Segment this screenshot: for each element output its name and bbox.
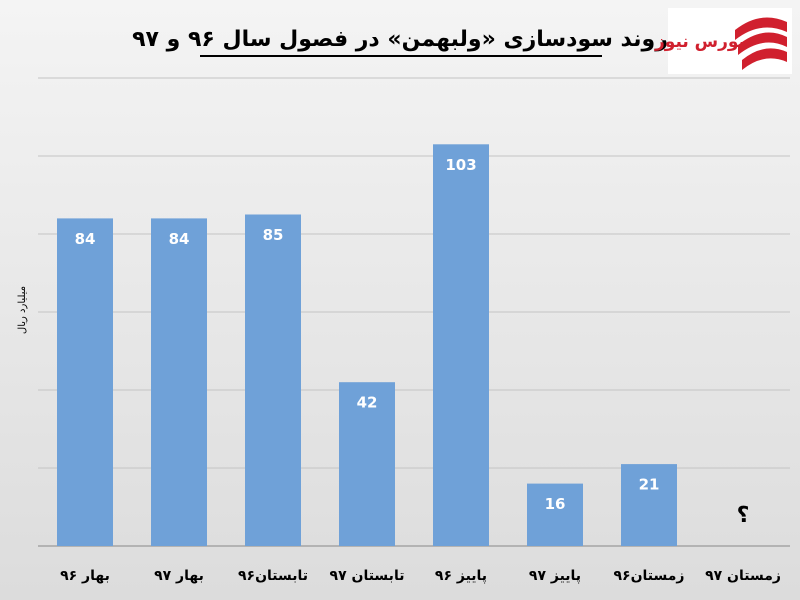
bar <box>527 483 583 546</box>
x-tick-label: تابستان ۹۷ <box>330 568 405 584</box>
bar <box>621 464 677 546</box>
data-label: 42 <box>357 394 378 412</box>
logo-text: بورس نیوز <box>654 32 745 52</box>
annotation: ؟ <box>737 503 750 528</box>
data-label: 21 <box>639 476 660 494</box>
x-tick-label: بهار ۹۶ <box>60 568 110 584</box>
chart-title: روند سودسازی «ولبهمن» در فصول سال ۹۶ و ۹… <box>132 27 668 52</box>
x-tick-label: تابستان۹۶ <box>238 568 308 584</box>
bar <box>151 218 207 546</box>
bar <box>245 214 301 546</box>
bar <box>339 382 395 546</box>
logo-icon <box>735 17 787 70</box>
x-tick-label: پاییز ۹۶ <box>435 568 487 584</box>
bar <box>57 218 113 546</box>
bar <box>433 144 489 547</box>
x-tick-label: بهار ۹۷ <box>154 568 204 584</box>
data-label: 84 <box>75 230 96 248</box>
data-label: 84 <box>169 230 190 248</box>
x-tick-label: زمستان ۹۷ <box>705 568 781 584</box>
x-tick-label: زمستان۹۶ <box>614 568 685 584</box>
y-axis-label: میلیارد ریال <box>17 286 28 334</box>
logo: بورس نیوز <box>654 8 792 74</box>
data-label: 85 <box>263 226 284 244</box>
data-label: 103 <box>445 156 476 174</box>
x-tick-label: پاییز ۹۷ <box>529 568 581 584</box>
data-label: 16 <box>545 495 566 513</box>
